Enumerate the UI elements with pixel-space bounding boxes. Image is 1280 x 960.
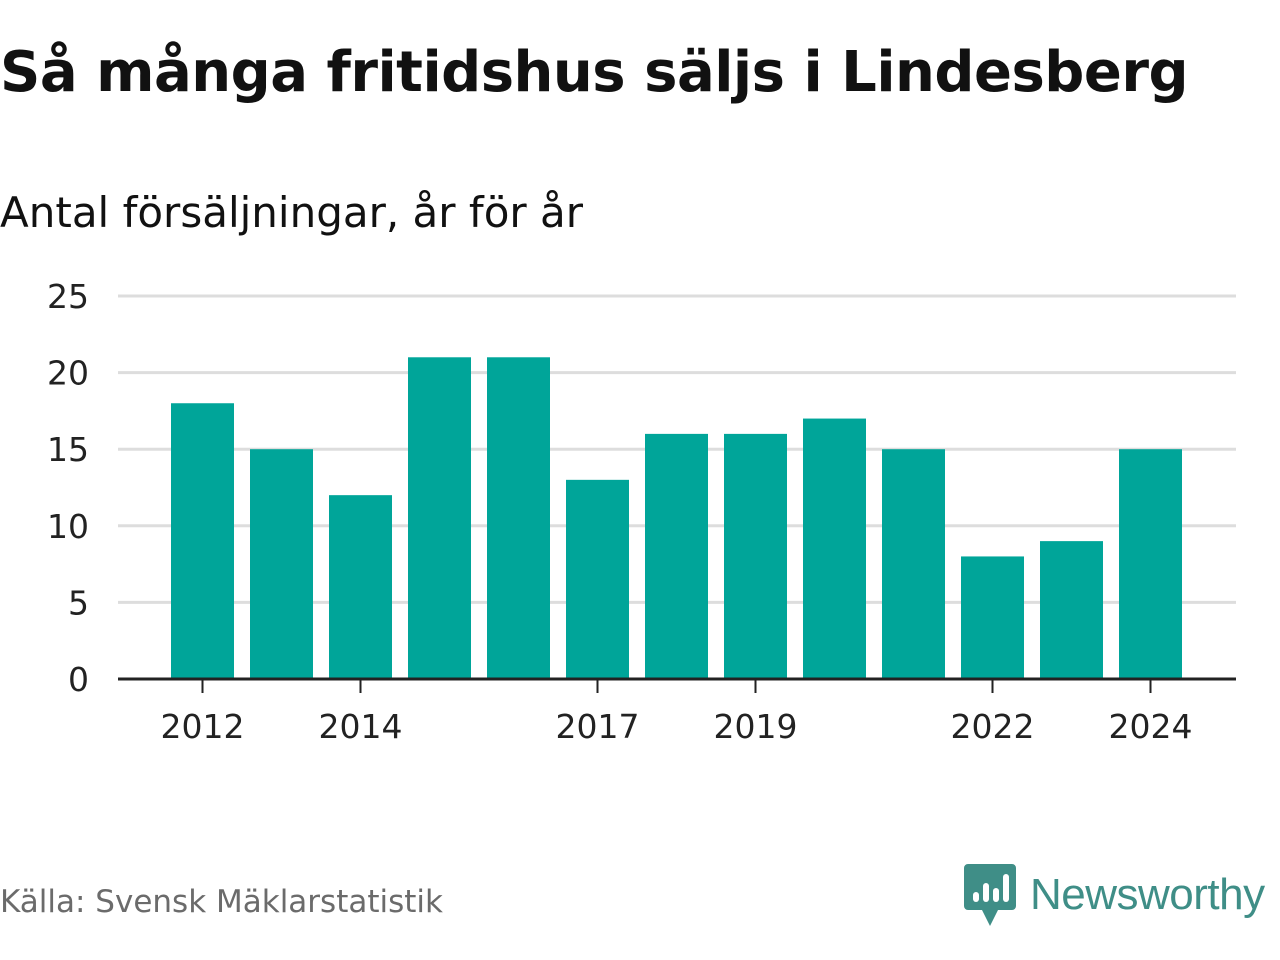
bar-2021 bbox=[882, 449, 945, 679]
y-tick-label: 15 bbox=[47, 430, 89, 469]
bar-2013 bbox=[250, 449, 313, 679]
x-tick-label: 2014 bbox=[319, 707, 403, 746]
y-tick-label: 5 bbox=[68, 583, 89, 622]
x-tick-label: 2017 bbox=[556, 707, 640, 746]
x-tick-label: 2022 bbox=[951, 707, 1035, 746]
brand-logo-group: Newsworthy bbox=[964, 862, 1265, 928]
bar-2012 bbox=[171, 403, 234, 679]
source-note: Källa: Svensk Mäklarstatistik bbox=[0, 884, 443, 920]
brand-name: Newsworthy bbox=[1030, 870, 1265, 919]
bars bbox=[171, 357, 1182, 679]
x-tick-label: 2019 bbox=[714, 707, 798, 746]
bar-2015 bbox=[408, 357, 471, 679]
y-tick-label: 25 bbox=[47, 277, 89, 316]
y-axis-tick-labels: 0 5 10 15 20 25 bbox=[47, 277, 89, 699]
bar-2016 bbox=[487, 357, 550, 679]
bar-2017 bbox=[566, 479, 629, 679]
y-tick-label: 10 bbox=[47, 507, 89, 546]
bar-2014 bbox=[329, 495, 392, 679]
x-axis-tick-labels: 2012 2014 2017 2019 2022 2024 bbox=[161, 707, 1193, 746]
y-tick-label: 20 bbox=[47, 354, 89, 393]
chart-subtitle: Antal försäljningar, år för år bbox=[0, 188, 584, 237]
bar-2018 bbox=[645, 433, 708, 679]
y-tick-label: 0 bbox=[68, 660, 89, 699]
x-tick-label: 2024 bbox=[1109, 707, 1193, 746]
bar-2024 bbox=[1119, 449, 1182, 679]
bar-2019 bbox=[724, 433, 787, 679]
bar-2020 bbox=[803, 418, 866, 679]
newsworthy-logo-icon bbox=[964, 864, 1016, 926]
bar-2022 bbox=[961, 556, 1024, 679]
x-tick-label: 2012 bbox=[161, 707, 245, 746]
chart-title: Så många fritidshus säljs i Lindesberg bbox=[0, 40, 1189, 105]
x-axis bbox=[118, 677, 1236, 693]
bar-2023 bbox=[1040, 541, 1103, 679]
